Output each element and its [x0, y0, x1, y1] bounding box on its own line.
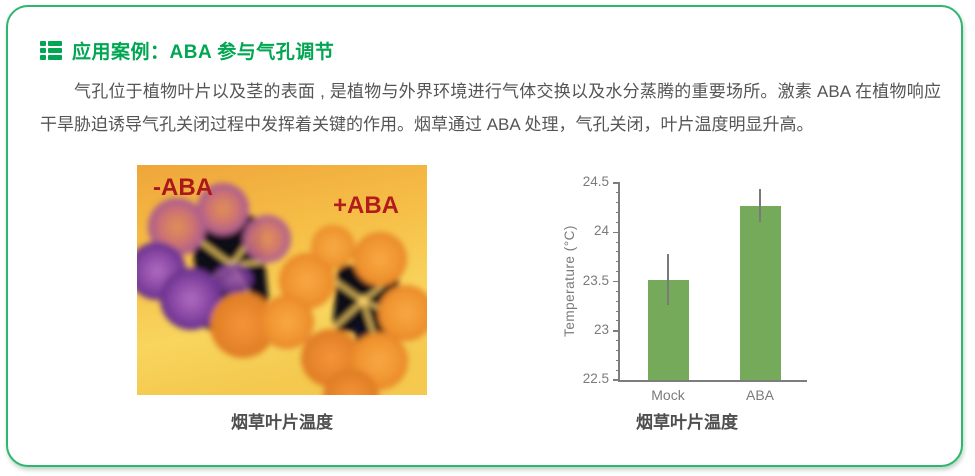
error-bar-aba: [758, 188, 762, 223]
chart-caption: 烟草叶片温度: [636, 413, 738, 432]
minus-aba-label: -ABA: [153, 174, 213, 201]
y-tick-label: 23: [593, 321, 609, 337]
body-paragraph: 气孔位于植物叶片以及茎的表面 , 是植物与外界环境进行气体交换以及水分蒸腾的重要…: [40, 82, 941, 134]
y-minor-tick: [616, 290, 620, 292]
y-major-tick: [613, 182, 620, 184]
y-major-tick: [613, 231, 620, 233]
y-tick-label: 23.5: [582, 272, 609, 288]
plot-area: 22.5 23 23.5 24 24.5 Mock ABA: [583, 174, 807, 403]
y-minor-tick: [616, 251, 620, 253]
y-minor-tick: [616, 320, 620, 322]
section-header: 应用案例：ABA 参与气孔调节: [40, 37, 334, 64]
y-tick-label: 24.5: [582, 174, 609, 189]
y-major-tick: [613, 330, 620, 332]
y-tick-label: 24: [593, 223, 609, 239]
y-minor-tick: [616, 212, 620, 214]
x-category-label: Mock: [651, 387, 685, 403]
x-category-label: ABA: [745, 387, 774, 403]
y-minor-tick: [616, 192, 620, 194]
case-study-card: 应用案例：ABA 参与气孔调节 气孔位于植物叶片以及茎的表面 , 是植物与外界环…: [6, 5, 963, 467]
y-major-tick: [613, 379, 620, 381]
y-axis-label: Temperature (°C): [562, 225, 577, 337]
thermal-svg: -ABA +ABA: [137, 165, 427, 395]
y-major-tick: [613, 280, 620, 283]
error-bar-mock: [666, 253, 670, 306]
plant-minus-aba: [137, 183, 291, 358]
thermal-image: -ABA +ABA: [137, 165, 427, 395]
y-minor-tick: [616, 271, 620, 273]
bar-aba: [739, 205, 781, 380]
y-minor-tick: [616, 241, 620, 243]
plus-aba-label: +ABA: [333, 192, 399, 219]
y-minor-tick: [616, 261, 620, 263]
y-minor-tick: [616, 310, 620, 312]
y-tick-label: 22.5: [582, 371, 609, 386]
y-minor-tick: [616, 221, 620, 223]
y-minor-tick: [616, 349, 620, 351]
y-minor-tick: [616, 359, 620, 361]
thermal-caption: 烟草叶片温度: [231, 413, 333, 432]
y-minor-tick: [616, 369, 620, 371]
y-minor-tick: [616, 202, 620, 204]
section-title: 应用案例：ABA 参与气孔调节: [72, 42, 335, 63]
bar-chart: Temperature (°C) 22.5 23 23.5 24 24.5 Mock ABA: [555, 165, 825, 407]
list-icon: [40, 41, 62, 60]
y-minor-tick: [616, 300, 620, 302]
y-minor-tick: [616, 340, 620, 342]
plant-plus-aba: [260, 225, 427, 395]
